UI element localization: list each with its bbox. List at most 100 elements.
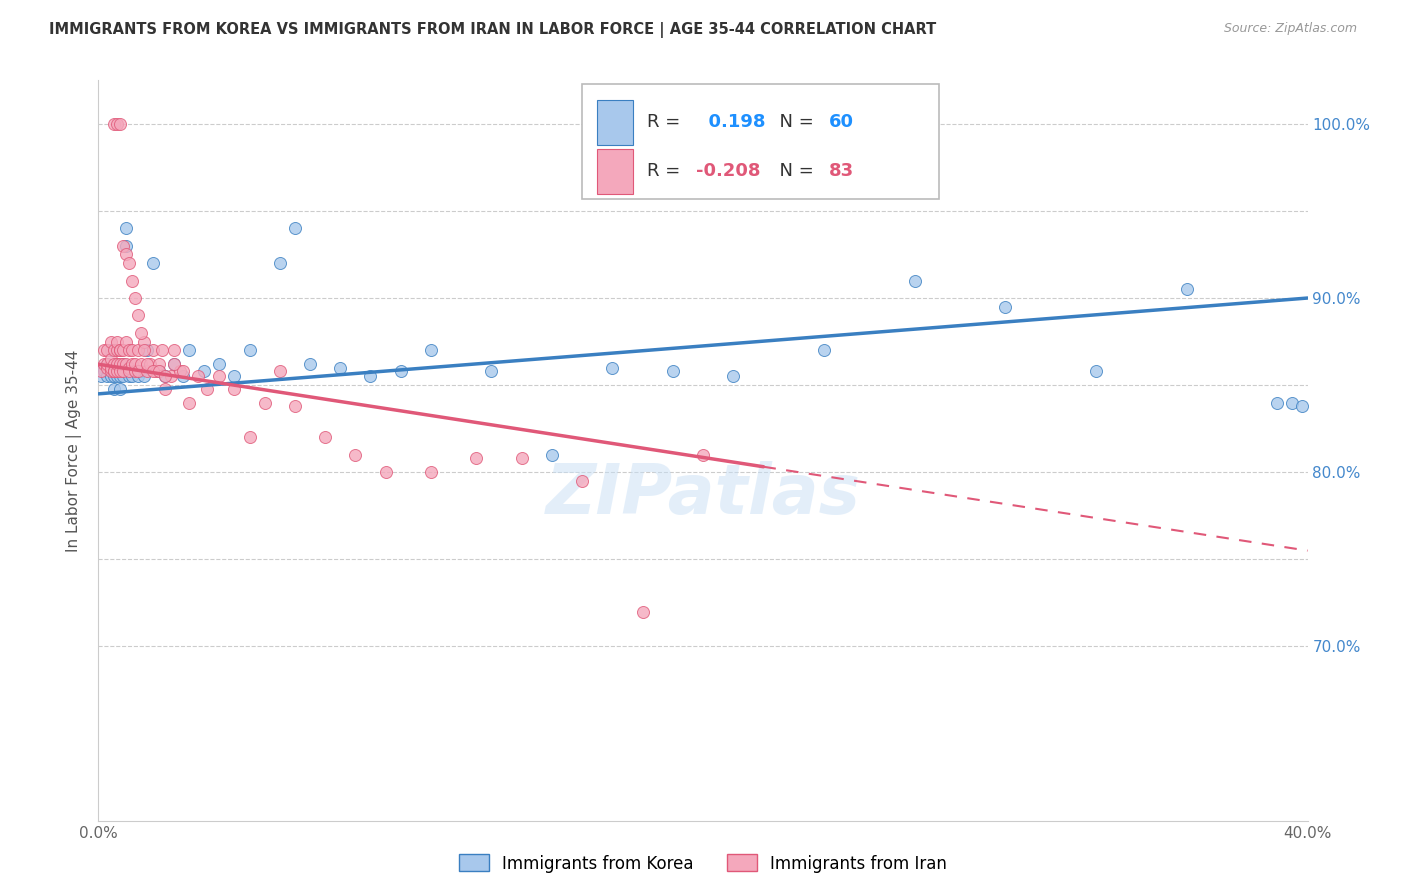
Point [163, 357, 186, 371]
Point [100, 360, 122, 375]
Point [153, 369, 176, 384]
Point [153, 382, 176, 396]
Text: N =: N = [768, 113, 820, 131]
Point [118, 360, 141, 375]
Point [253, 395, 276, 409]
Point [208, 369, 231, 384]
Point [108, 382, 131, 396]
Point [139, 357, 162, 371]
Point [93, 357, 115, 371]
Point [100, 343, 122, 358]
Point [108, 364, 131, 378]
Point [108, 343, 131, 358]
Point [224, 369, 246, 384]
Point [105, 364, 128, 378]
Point [100, 351, 122, 366]
Point [127, 369, 149, 384]
Point [121, 274, 143, 288]
Point [813, 343, 835, 358]
Point [96, 369, 118, 384]
Point [93, 343, 115, 358]
Point [108, 360, 131, 375]
Point [111, 357, 134, 371]
Point [114, 357, 136, 371]
Point [132, 343, 155, 358]
Point [1085, 364, 1108, 378]
Point [150, 343, 173, 358]
Point [299, 357, 322, 371]
Point [172, 369, 194, 384]
Point [239, 430, 262, 444]
Point [329, 360, 352, 375]
Point [723, 369, 745, 384]
Point [118, 256, 141, 270]
Text: R =: R = [647, 162, 686, 180]
Point [135, 364, 157, 378]
Point [96, 360, 118, 375]
Point [114, 334, 136, 349]
Point [160, 369, 183, 384]
Point [111, 369, 134, 384]
Text: ZIPatlas: ZIPatlas [546, 461, 860, 528]
Point [103, 117, 125, 131]
Point [314, 430, 336, 444]
Point [105, 357, 128, 371]
Point [602, 360, 624, 375]
Point [129, 357, 152, 371]
Point [1291, 399, 1313, 413]
Y-axis label: In Labor Force | Age 35-44: In Labor Force | Age 35-44 [66, 350, 83, 551]
Point [132, 369, 155, 384]
Point [124, 364, 146, 378]
Point [100, 364, 122, 378]
Point [93, 364, 115, 378]
Point [100, 334, 122, 349]
Point [127, 343, 149, 358]
Point [163, 343, 186, 358]
Point [108, 117, 131, 131]
Point [284, 399, 307, 413]
Point [631, 605, 654, 619]
Point [661, 364, 683, 378]
Point [118, 343, 141, 358]
Point [179, 343, 201, 358]
Point [103, 382, 125, 396]
Point [284, 221, 307, 235]
Point [142, 343, 165, 358]
Point [692, 448, 714, 462]
Point [169, 364, 191, 378]
Point [121, 357, 143, 371]
Point [148, 364, 170, 378]
Point [111, 343, 134, 358]
Point [90, 364, 112, 378]
Point [420, 343, 443, 358]
Point [1175, 282, 1198, 296]
Point [129, 364, 152, 378]
Point [114, 239, 136, 253]
Point [103, 364, 125, 378]
Point [114, 221, 136, 235]
Point [114, 247, 136, 261]
Text: 60: 60 [828, 113, 853, 131]
Point [121, 343, 143, 358]
Point [187, 369, 209, 384]
Text: -0.208: -0.208 [696, 162, 761, 180]
Point [994, 300, 1017, 314]
Point [172, 364, 194, 378]
Point [481, 364, 503, 378]
Point [103, 343, 125, 358]
Point [103, 360, 125, 375]
Legend: Immigrants from Korea, Immigrants from Iran: Immigrants from Korea, Immigrants from I… [453, 847, 953, 880]
Text: Source: ZipAtlas.com: Source: ZipAtlas.com [1223, 22, 1357, 36]
Point [111, 357, 134, 371]
Point [118, 360, 141, 375]
Point [124, 291, 146, 305]
Point [360, 369, 382, 384]
Point [103, 369, 125, 384]
Point [269, 256, 291, 270]
Point [121, 369, 143, 384]
Point [105, 357, 128, 371]
Point [108, 369, 131, 384]
Point [224, 382, 246, 396]
Point [96, 357, 118, 371]
Point [135, 357, 157, 371]
